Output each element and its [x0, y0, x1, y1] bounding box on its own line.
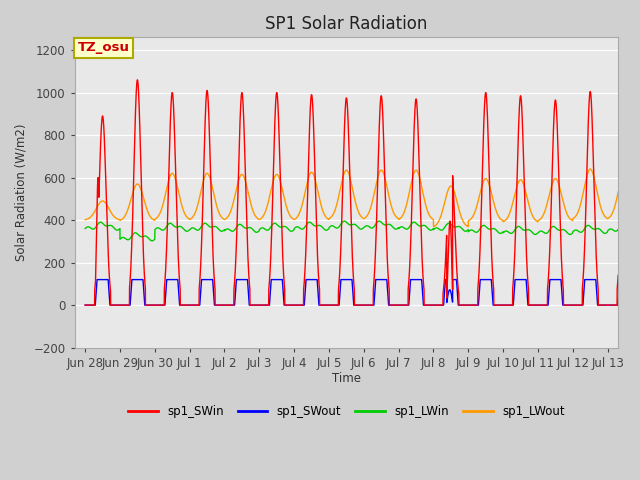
Text: TZ_osu: TZ_osu	[77, 41, 129, 54]
Title: SP1 Solar Radiation: SP1 Solar Radiation	[265, 15, 428, 33]
Legend: sp1_SWin, sp1_SWout, sp1_LWin, sp1_LWout: sp1_SWin, sp1_SWout, sp1_LWin, sp1_LWout	[124, 400, 570, 422]
Y-axis label: Solar Radiation (W/m2): Solar Radiation (W/m2)	[15, 124, 28, 261]
X-axis label: Time: Time	[332, 372, 361, 385]
